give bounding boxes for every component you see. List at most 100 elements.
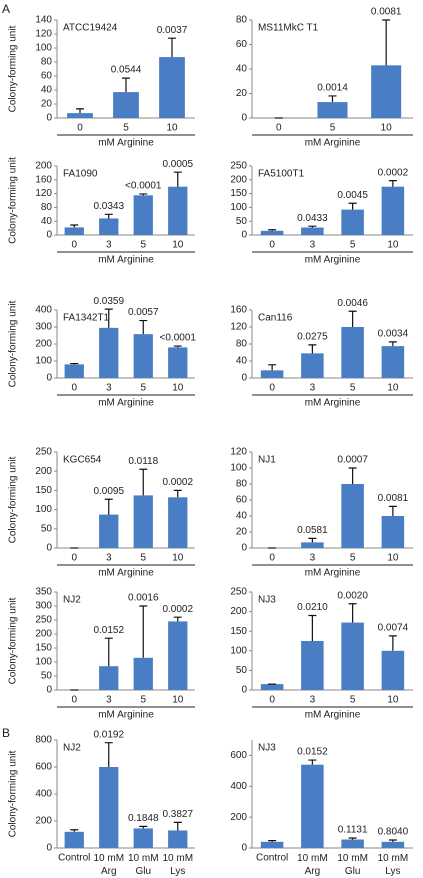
error-bar xyxy=(173,171,182,187)
y-tick-label: 100 xyxy=(35,43,52,54)
p-value: 0.3827 xyxy=(162,809,193,820)
error-bar xyxy=(348,310,357,327)
x-axis-label: mM Arginine xyxy=(305,710,361,721)
x-tick-label: 0 xyxy=(269,383,275,394)
chart-title: KGC654 xyxy=(63,455,102,466)
p-value: 0.0210 xyxy=(297,602,328,613)
x-axis-label: mM Arginine xyxy=(98,255,154,266)
error-bar xyxy=(139,825,148,829)
x-tick-label: 10 xyxy=(172,553,184,564)
y-tick-label: 160 xyxy=(230,305,247,316)
p-value: 0.0037 xyxy=(157,25,188,36)
bar xyxy=(260,230,284,235)
x-tick-label: 3 xyxy=(310,553,316,564)
y-tick-label: 0 xyxy=(241,113,247,124)
p-value: 0.0005 xyxy=(162,159,193,170)
bar xyxy=(301,764,324,848)
y-tick-label: 50 xyxy=(41,523,53,534)
x-tick-label: 10 xyxy=(166,123,178,134)
bar xyxy=(99,327,119,378)
y-tick-label: 150 xyxy=(35,643,52,654)
y-tick-label: 50 xyxy=(236,216,248,227)
x-tick-label: 5 xyxy=(350,695,356,706)
y-tick-label: 20 xyxy=(236,527,248,538)
y-tick-label: 60 xyxy=(236,39,248,50)
y-tick-label: 200 xyxy=(35,816,52,827)
y-tick-label: 0 xyxy=(241,843,247,854)
error-bar xyxy=(76,108,84,114)
x-tick-label: 5 xyxy=(330,123,336,134)
error-bar xyxy=(70,224,79,228)
p-value: 0.0433 xyxy=(297,213,328,224)
y-tick-label: 0 xyxy=(46,685,52,696)
error-bar xyxy=(173,821,182,831)
x-tick-label: 0 xyxy=(71,383,77,394)
error-bar xyxy=(382,19,391,66)
y-tick-label: 120 xyxy=(230,322,247,333)
p-value: 0.0581 xyxy=(297,525,328,536)
bar xyxy=(381,841,405,848)
y-tick-label: 50 xyxy=(41,671,53,682)
bar xyxy=(159,57,185,118)
error-bar xyxy=(388,635,397,651)
p-value: 0.0007 xyxy=(337,455,368,466)
y-tick-label: 200 xyxy=(35,161,52,172)
x-tick-label: 10 xyxy=(381,123,393,134)
p-value: <0.0001 xyxy=(125,181,162,192)
bar xyxy=(64,364,84,378)
y-axis-label: Colony-forming unit xyxy=(8,157,19,244)
y-tick-label: 350 xyxy=(35,587,52,598)
error-bar xyxy=(308,759,317,765)
p-value: 0.0046 xyxy=(337,298,368,309)
bar xyxy=(301,227,324,235)
y-tick-label: 150 xyxy=(35,485,52,496)
bar xyxy=(341,484,364,548)
bar xyxy=(64,831,84,848)
y-tick-label: 100 xyxy=(230,645,247,656)
p-value: 0.0359 xyxy=(93,296,124,307)
bar xyxy=(381,516,405,548)
y-tick-label: 0 xyxy=(46,543,52,554)
x-tick-label: 5 xyxy=(140,383,146,394)
bar xyxy=(341,622,364,690)
y-tick-label: 200 xyxy=(230,606,247,617)
x-tick-label-line: Lys xyxy=(170,866,185,877)
x-axis-label: mM Arginine xyxy=(98,710,154,721)
x-tick-label: 10 xyxy=(387,553,399,564)
error-bar xyxy=(308,614,317,641)
bar xyxy=(168,830,188,848)
x-tick-label: 10 mM Lys xyxy=(378,853,409,877)
p-value: 0.0152 xyxy=(297,747,328,758)
error-bar xyxy=(139,193,148,196)
p-value: 0.0275 xyxy=(297,331,328,342)
error-bar xyxy=(268,229,277,231)
p-value: 0.8040 xyxy=(378,827,409,838)
y-axis-label: Colony-forming unit xyxy=(8,597,19,684)
y-tick-label: 100 xyxy=(35,504,52,515)
x-tick-label: 10 mM Glu xyxy=(337,853,368,877)
x-tick-label: 0 xyxy=(269,553,275,564)
bar xyxy=(168,186,188,235)
bar xyxy=(317,102,348,118)
error-bar xyxy=(348,202,357,210)
chart-title: NJ1 xyxy=(258,455,276,466)
y-tick-label: 100 xyxy=(35,356,52,367)
error-bar xyxy=(173,616,182,622)
bar xyxy=(301,353,324,378)
error-bar xyxy=(308,225,317,228)
y-tick-label: 150 xyxy=(230,626,247,637)
y-tick-label: 0 xyxy=(46,373,52,384)
p-value: 0.0045 xyxy=(337,190,368,201)
y-tick-label: 20 xyxy=(41,99,53,110)
y-tick-label: 0 xyxy=(46,230,52,241)
error-bar xyxy=(308,537,317,543)
error-bar xyxy=(104,308,113,328)
y-tick-label: 200 xyxy=(230,812,247,823)
y-tick-label: 80 xyxy=(236,15,248,26)
y-tick-label: 200 xyxy=(230,174,247,185)
p-value: 0.0081 xyxy=(378,493,409,504)
p-value: 0.0057 xyxy=(128,307,159,318)
y-tick-label: 400 xyxy=(35,305,52,316)
error-bar xyxy=(173,489,182,498)
